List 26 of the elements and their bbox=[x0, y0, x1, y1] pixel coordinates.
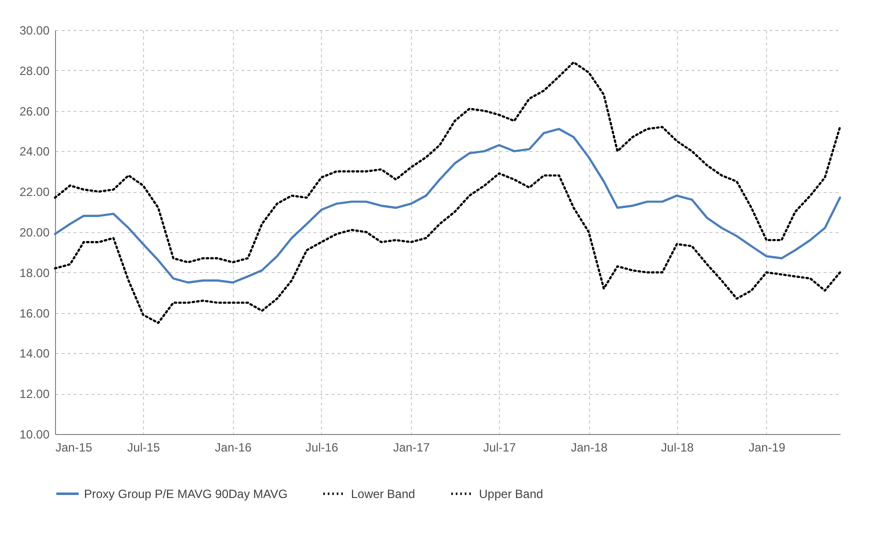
legend-label: Upper Band bbox=[479, 486, 544, 501]
y-tick-label: 10.00 bbox=[19, 428, 50, 442]
line-series bbox=[54, 172, 842, 324]
y-tick-label: 16.00 bbox=[19, 306, 50, 320]
x-tick-label: Jan-19 bbox=[748, 440, 786, 454]
y-tick-label: 30.00 bbox=[19, 24, 50, 38]
x-tick-label: Jul-16 bbox=[306, 440, 339, 454]
x-tick-label: Jan-16 bbox=[214, 440, 252, 454]
x-tick-label: Jan-17 bbox=[393, 440, 430, 454]
x-tick-label: Jan-15 bbox=[56, 440, 93, 454]
y-tick-label: 20.00 bbox=[19, 226, 50, 240]
y-tick-label: 14.00 bbox=[19, 346, 50, 361]
x-tick-label: Jan-18 bbox=[570, 440, 608, 454]
y-tick-label: 12.00 bbox=[19, 387, 50, 402]
y-tick-label: 26.00 bbox=[19, 104, 50, 118]
x-tick-label: Jul-15 bbox=[127, 440, 160, 454]
y-tick-label: 18.00 bbox=[19, 266, 50, 280]
y-tick-label: 24.00 bbox=[19, 144, 50, 159]
y-tick-label: 22.00 bbox=[19, 185, 50, 200]
line-series bbox=[54, 61, 842, 264]
legend-label: Proxy Group P/E MAVG 90Day MAVG bbox=[84, 486, 288, 501]
line-series bbox=[54, 128, 842, 284]
legend-label: Lower Band bbox=[351, 486, 416, 501]
x-tick-label: Jul-17 bbox=[483, 440, 516, 454]
y-tick-label: 28.00 bbox=[19, 64, 50, 78]
x-tick-label: Jul-18 bbox=[661, 440, 694, 454]
